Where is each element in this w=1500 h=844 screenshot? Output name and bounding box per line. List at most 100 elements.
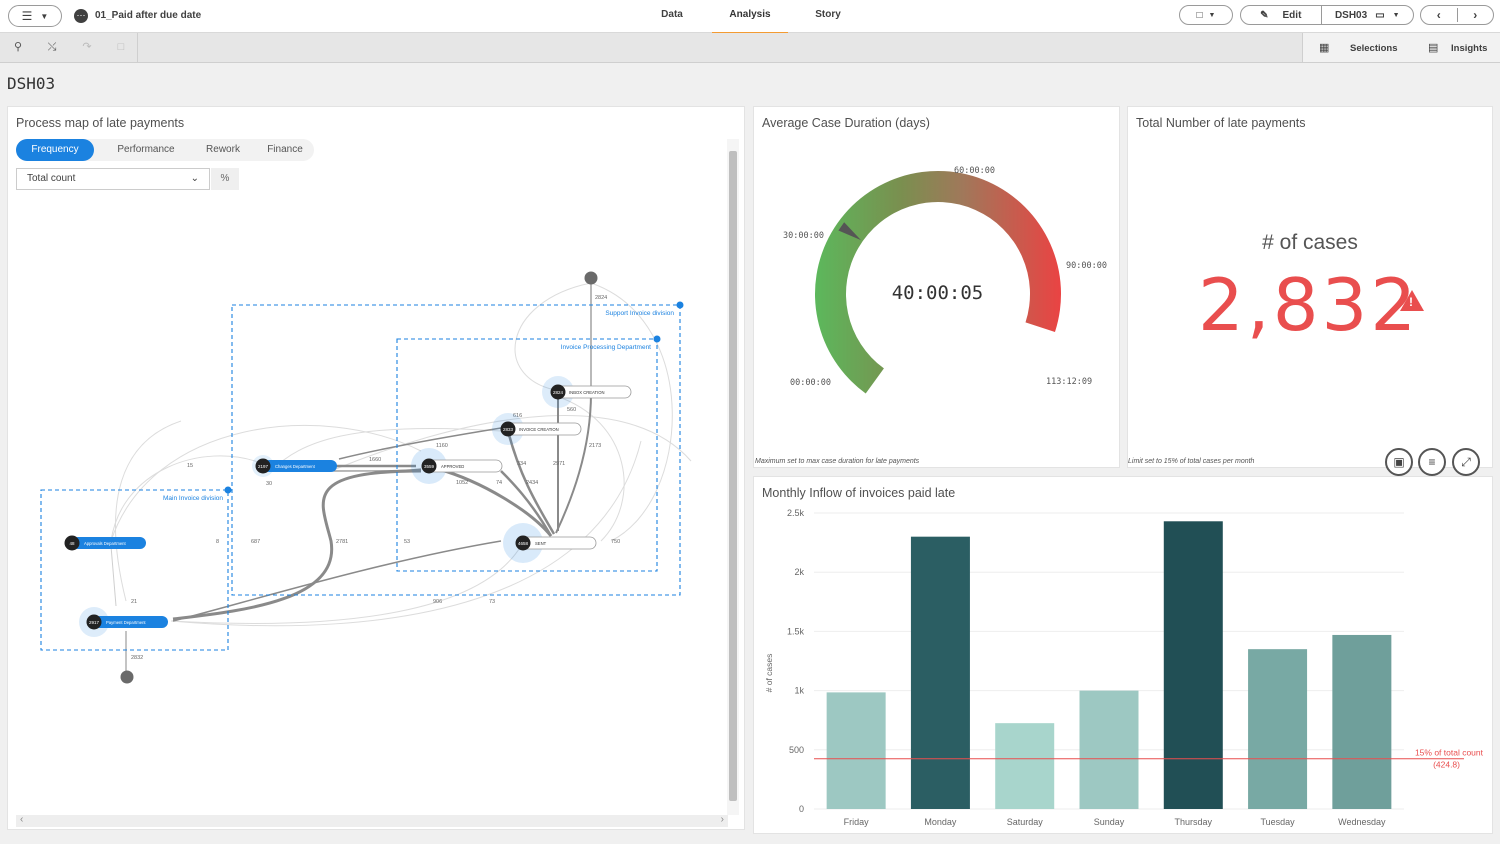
tab-finance[interactable]: Finance [267,144,303,155]
node-label[interactable]: Changes Department [275,464,316,469]
selections-area: ▦ Selections ▤ Insights [1302,33,1500,62]
search-selections-icon[interactable]: ⚲ [13,41,23,53]
snapshot-button[interactable]: ▣ [1385,448,1413,476]
node-count: 2197 [258,464,269,469]
y-tick-label: 500 [789,745,804,755]
edge-label: 560 [567,407,576,413]
clear-selections-icon[interactable]: □ [117,41,125,53]
percent-toggle[interactable]: % [211,168,239,190]
kpi-label: # of cases [1262,231,1358,254]
insights-button[interactable]: Insights [1451,43,1488,54]
x-tick-label: Wednesday [1338,817,1386,827]
horizontal-scrollbar[interactable]: ‹ › [16,814,728,827]
reference-line-label: 15% of total count [1415,748,1484,758]
gauge-note: Maximum set to max case duration for lat… [755,458,920,465]
next-sheet-button[interactable]: › [1458,8,1494,22]
edge-label: 906 [433,599,442,605]
step-forward-icon[interactable]: ↷ [82,41,92,53]
edit-label: Edit [1282,9,1302,21]
kpi-note: Limit set to 15% of total cases per mont… [1128,458,1255,465]
expand-icon: ⤢ [1461,455,1471,469]
bar-chart-panel: Monthly Inflow of invoices paid late # o… [753,476,1493,834]
start-node[interactable] [584,271,598,285]
edge-label: 687 [251,539,260,545]
node-count: 3559 [424,464,435,469]
chevron-down-icon: ⌄ [190,173,199,184]
vertical-scrollbar[interactable] [727,139,739,815]
edit-button[interactable]: ✎ Edit [1241,6,1322,24]
tab-frequency[interactable]: Frequency [16,139,94,161]
chevron-left-icon: ‹ [1436,8,1441,22]
bar[interactable] [1332,634,1392,809]
scrollbar-thumb[interactable] [729,151,737,801]
bar[interactable] [1248,649,1308,809]
process-map-title: Process map of late payments [16,116,185,130]
node-label[interactable]: Approvals Department [84,541,126,546]
x-tick-label: Tuesday [1260,817,1295,827]
fullscreen-button[interactable]: ⤢ [1452,448,1480,476]
bar[interactable] [995,723,1055,809]
scroll-left-icon[interactable]: ‹ [20,814,24,825]
bookmark-button[interactable]: □ ▼ [1179,5,1233,25]
gauge-value: 40:00:05 [891,282,984,304]
tab-analysis[interactable]: Analysis [712,0,788,34]
group-label-processing: Invoice Processing Department [561,344,652,351]
edge-label: 1160 [436,443,448,449]
process-map-diagram[interactable]: Support Invoice division Invoice Process… [8,197,726,815]
end-node[interactable] [120,670,134,684]
edge-label: 2434 [526,480,538,486]
sheet-icon: ▭ [1375,9,1385,21]
bar-chart[interactable]: # of cases 0 500 1k 1.5k 2k 2.5k Friday Monday S… [754,477,1494,835]
chevron-down-icon: ▼ [1208,11,1216,19]
scroll-right-icon[interactable]: › [720,814,724,825]
edge-label: 2824 [595,295,607,301]
gauge-needle [838,222,861,241]
adjust-button[interactable]: ≡ [1418,448,1446,476]
tab-performance[interactable]: Performance [117,144,175,155]
selections-icon: ▦ [1319,42,1330,54]
process-map-mode-tabs: Frequency Performance Rework Finance [16,139,314,161]
x-tick-label: Friday [844,817,870,827]
gauge-chart[interactable] [754,107,1121,469]
lasso-select-icon[interactable]: ⤯ [47,41,57,53]
bar[interactable] [1163,521,1223,809]
navigation-menu-button[interactable]: ☰ ▼ [8,5,62,27]
node-count: 2917 [89,620,100,625]
gauge-title: Average Case Duration (days) [762,116,930,130]
bar[interactable] [1079,690,1139,809]
sheet-navigation: ‹ › [1420,5,1494,25]
x-tick-label: Thursday [1175,817,1213,827]
x-tick-label: Monday [924,817,957,827]
gauge-tick-max: 113:12:09 [1046,377,1093,387]
toolbar: ⚲ ⤯ ↷ □ ▦ Selections ▤ Insights [0,33,1500,63]
reference-line-value: (424.8) [1433,760,1460,770]
node-label[interactable]: INVOICE CREATION [519,427,559,432]
sheet-title: DSH03 [7,74,56,93]
insights-icon: ▤ [1428,42,1439,54]
gauge-panel: Average Case Duration (days) 60:00:00 30… [753,106,1120,468]
camera-icon: ▣ [1393,455,1405,469]
edge-label: 73 [489,599,495,605]
bar[interactable] [826,692,886,809]
toolbar-divider [137,33,138,62]
previous-sheet-button[interactable]: ‹ [1421,8,1458,22]
tab-story[interactable]: Story [815,9,841,20]
node-label[interactable]: Payment Department [106,620,146,625]
edge-label: 2832 [131,655,143,661]
tab-rework[interactable]: Rework [206,144,240,155]
edge-label: 53 [404,539,410,545]
bar[interactable] [910,536,970,809]
measure-dropdown[interactable]: Total count ⌄ [16,168,210,190]
node-label[interactable]: APPROVED [441,464,464,469]
group-label-main: Main Invoice division [163,495,223,502]
sheet-selector[interactable]: DSH03 ▭ ▼ [1322,10,1413,21]
selections-button[interactable]: Selections [1350,43,1398,54]
pencil-icon: ✎ [1260,9,1269,21]
chevron-right-icon: › [1473,8,1478,22]
node-label[interactable]: SENT [535,541,547,546]
hamburger-icon: ☰ [21,9,33,23]
x-tick-label: Saturday [1007,817,1044,827]
app-icon: ⋯ [74,9,88,23]
node-label[interactable]: INBOX CREATION [569,390,605,395]
tab-data[interactable]: Data [661,9,683,20]
